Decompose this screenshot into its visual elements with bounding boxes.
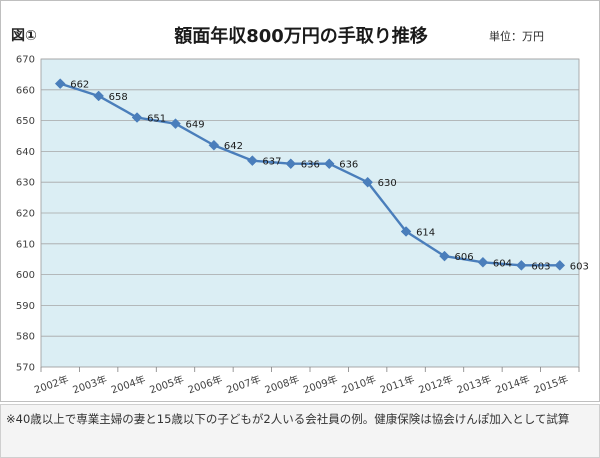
- footnote: ※40歳以上で専業主婦の妻と15歳以下の子どもが2人いる会社員の例。健康保険は協…: [6, 412, 570, 426]
- data-point-marker: [362, 176, 373, 188]
- x-tick-label: 2009年: [301, 373, 339, 397]
- x-tick-label: 2012年: [417, 373, 455, 397]
- data-label: 636: [339, 160, 358, 171]
- data-label: 604: [493, 258, 512, 269]
- data-label: 649: [186, 120, 205, 131]
- x-tick-label: 2004年: [109, 373, 147, 397]
- y-tick-label: 650: [16, 116, 35, 127]
- data-label: 603: [570, 261, 589, 272]
- y-tick-label: 620: [16, 209, 35, 220]
- data-point-marker: [131, 112, 143, 123]
- data-label: 637: [262, 157, 281, 168]
- data-label: 651: [147, 114, 166, 125]
- x-tick-label: 2003年: [71, 373, 109, 397]
- x-tick-label: 2010年: [340, 373, 378, 397]
- data-point-marker: [247, 155, 258, 166]
- data-point-marker: [54, 78, 66, 89]
- x-tick-label: 2013年: [455, 373, 493, 397]
- y-tick-label: 640: [16, 147, 35, 158]
- y-tick-label: 660: [16, 85, 35, 96]
- x-tick-label: 2008年: [263, 373, 301, 397]
- unit-label: 単位：万円: [489, 30, 544, 43]
- data-point-marker: [554, 260, 566, 271]
- y-tick-label: 590: [16, 301, 35, 312]
- x-tick-label: 2015年: [532, 373, 570, 397]
- data-point-marker: [323, 158, 335, 170]
- data-point-marker: [170, 118, 181, 130]
- chart-frame: 570 580 590 600 610 620 630 640 650 660 670 2002年 20…: [0, 0, 600, 402]
- x-tick-label: 2014年: [494, 373, 532, 397]
- y-tick-label: 580: [16, 332, 35, 343]
- y-tick-label: 600: [16, 270, 35, 281]
- data-label: 636: [301, 160, 320, 171]
- x-tick-label: 2006年: [186, 373, 224, 397]
- y-tick-label: 610: [16, 239, 35, 250]
- chart-title: 額面年収800万円の手取り推移: [174, 26, 428, 47]
- figure-label: 図①: [11, 28, 37, 44]
- data-point-marker: [285, 158, 297, 170]
- data-label: 658: [109, 92, 128, 103]
- data-point-marker: [208, 139, 220, 151]
- footnote-box: ※40歳以上で専業主婦の妻と15歳以下の子どもが2人いる会社員の例。健康保険は協…: [0, 404, 600, 458]
- y-tick-label: 670: [16, 55, 35, 66]
- data-label: 642: [224, 141, 243, 152]
- data-point-marker: [439, 250, 450, 262]
- x-tick-label: 2002年: [32, 373, 70, 397]
- data-label: 614: [416, 227, 435, 238]
- data-label: 630: [378, 178, 397, 189]
- data-point-marker: [400, 226, 412, 237]
- x-tick-label: 2005年: [148, 373, 186, 397]
- y-tick-label: 630: [16, 178, 35, 189]
- data-point-marker: [477, 256, 489, 268]
- data-point-marker: [93, 90, 104, 102]
- series-line: [59, 82, 560, 267]
- data-point-marker: [516, 260, 527, 271]
- y-tick-label: 570: [16, 363, 35, 374]
- data-label: 662: [70, 80, 89, 91]
- x-tick-label: 2007年: [225, 373, 263, 397]
- x-tick-label: 2011年: [378, 373, 416, 397]
- data-label: 606: [455, 252, 474, 263]
- data-label: 603: [531, 261, 550, 272]
